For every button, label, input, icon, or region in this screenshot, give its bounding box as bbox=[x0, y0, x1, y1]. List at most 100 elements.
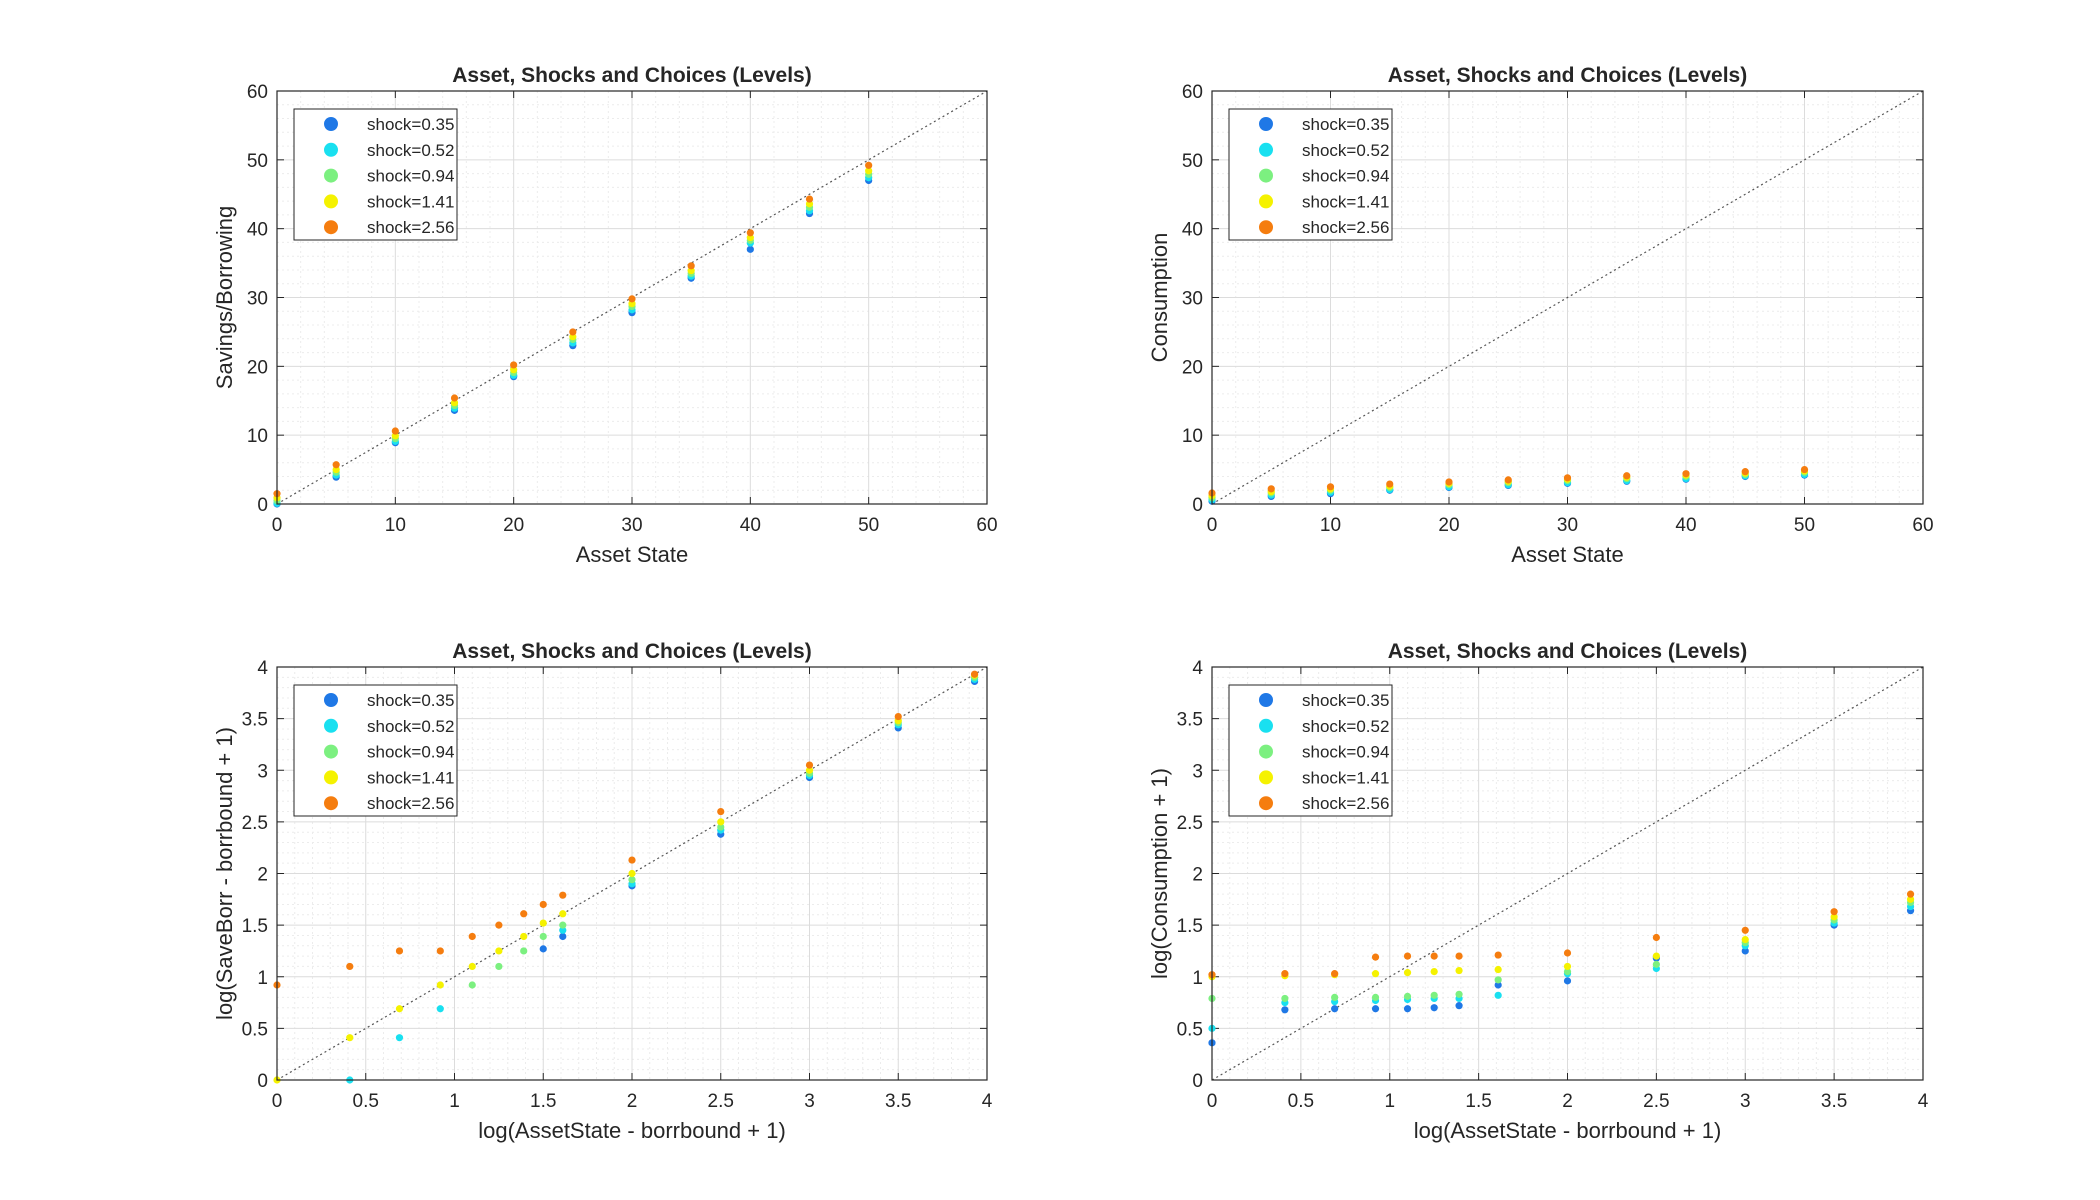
legend-marker bbox=[324, 117, 338, 131]
legend-marker bbox=[324, 796, 338, 811]
data-point bbox=[1326, 483, 1335, 491]
x-tick-label: 20 bbox=[1438, 515, 1459, 536]
data-point bbox=[450, 394, 459, 402]
y-tick-label: 1 bbox=[1192, 968, 1203, 989]
x-tick-label: 3 bbox=[804, 1091, 815, 1112]
data-point bbox=[1371, 953, 1380, 961]
y-tick-label: 3.5 bbox=[242, 710, 268, 731]
legend-marker bbox=[324, 220, 338, 235]
legend-marker bbox=[1259, 693, 1273, 707]
data-point bbox=[1281, 970, 1289, 978]
data-point bbox=[805, 761, 814, 769]
data-point bbox=[1741, 468, 1749, 476]
x-tick-label: 0 bbox=[272, 515, 283, 536]
legend-label: shock=0.94 bbox=[367, 167, 454, 186]
legend-marker bbox=[1259, 770, 1273, 785]
x-tick-label: 30 bbox=[1557, 515, 1578, 536]
x-tick-label: 10 bbox=[385, 515, 406, 536]
data-point bbox=[1494, 965, 1502, 974]
data-point bbox=[865, 167, 873, 175]
chart-panel-2: 00 10 10 20 20 30 30 40 40 50 50 60 60 Asset, Shocks … bbox=[1147, 64, 1934, 567]
legend-marker bbox=[1259, 168, 1273, 183]
x-tick-label: 30 bbox=[621, 515, 642, 536]
data-point bbox=[395, 947, 404, 955]
series-1 bbox=[1208, 907, 1915, 1047]
data-point bbox=[1331, 970, 1339, 978]
data-point bbox=[436, 947, 444, 955]
legend-label: shock=0.35 bbox=[1302, 115, 1389, 134]
y-tick-label: 60 bbox=[1182, 82, 1203, 103]
y-tick-label: 1 bbox=[257, 968, 268, 989]
x-tick-label: 40 bbox=[740, 515, 761, 536]
data-point bbox=[436, 981, 444, 989]
y-tick-label: 20 bbox=[1182, 357, 1203, 378]
chart-title: Asset, Shocks and Choices (Levels) bbox=[452, 64, 811, 87]
data-point bbox=[1331, 1005, 1339, 1013]
legend-label: shock=2.56 bbox=[1302, 794, 1389, 813]
legend-label: shock=0.52 bbox=[367, 717, 454, 736]
data-point bbox=[1455, 1002, 1463, 1010]
data-point bbox=[468, 932, 476, 941]
data-point bbox=[1652, 960, 1660, 968]
x-tick-label: 1.5 bbox=[1465, 1091, 1491, 1112]
data-point bbox=[1563, 962, 1572, 971]
y-axis-label: log(Consumption + 1) bbox=[1147, 768, 1172, 979]
data-point bbox=[1267, 485, 1275, 493]
series-5 bbox=[1208, 465, 1809, 497]
legend-marker bbox=[324, 168, 338, 183]
y-tick-label: 10 bbox=[1182, 426, 1203, 447]
x-tick-label: 60 bbox=[1912, 515, 1933, 536]
data-point bbox=[395, 1005, 404, 1013]
data-point bbox=[495, 962, 503, 971]
data-point bbox=[468, 962, 476, 971]
data-point bbox=[865, 161, 873, 169]
data-point bbox=[1563, 977, 1572, 985]
x-tick-label: 2.5 bbox=[1643, 1091, 1669, 1112]
data-point bbox=[1563, 967, 1572, 976]
data-point bbox=[628, 876, 636, 884]
data-point bbox=[495, 947, 503, 955]
y-tick-label: 1.5 bbox=[1177, 916, 1203, 937]
legend-marker bbox=[1259, 194, 1273, 209]
series-3 bbox=[1208, 898, 1915, 1003]
data-point bbox=[1741, 926, 1749, 934]
x-tick-label: 3.5 bbox=[885, 1091, 911, 1112]
y-tick-label: 2.5 bbox=[1177, 813, 1203, 834]
data-point bbox=[628, 869, 636, 878]
legend-marker bbox=[1259, 718, 1273, 733]
series-2 bbox=[1208, 470, 1809, 504]
data-point bbox=[495, 921, 503, 929]
axes-box bbox=[1211, 666, 1924, 1081]
data-point bbox=[628, 856, 636, 864]
data-point bbox=[1504, 476, 1512, 484]
y-axis-label: log(SaveBorr - borrbound + 1) bbox=[212, 727, 237, 1020]
data-point bbox=[1494, 976, 1502, 984]
x-tick-label: 4 bbox=[982, 1091, 993, 1112]
legend-box bbox=[1228, 684, 1393, 817]
data-point bbox=[1652, 952, 1660, 960]
axes-box bbox=[276, 90, 988, 505]
series-5 bbox=[1208, 890, 1915, 979]
y-tick-label: 2 bbox=[1192, 865, 1203, 886]
data-point bbox=[1830, 913, 1838, 921]
data-point bbox=[468, 981, 476, 989]
legend: shock=0.35 shock=0.52 shock=0.94 shock=1.41… bbox=[293, 108, 458, 241]
x-axis-label: log(AssetState - borrbound + 1) bbox=[478, 1118, 786, 1143]
legend-label: shock=1.41 bbox=[367, 192, 454, 211]
data-point bbox=[520, 947, 528, 955]
y-tick-label: 4 bbox=[257, 658, 268, 679]
y-tick-label: 3.5 bbox=[1177, 710, 1203, 731]
data-point bbox=[1371, 1005, 1380, 1013]
y-tick-label: 50 bbox=[1182, 151, 1203, 172]
y-tick-label: 0 bbox=[257, 495, 268, 516]
y-tick-label: 50 bbox=[247, 151, 268, 172]
legend-marker bbox=[1259, 142, 1273, 157]
data-point bbox=[346, 962, 354, 971]
legend-marker bbox=[324, 194, 338, 209]
legend-box bbox=[1228, 108, 1393, 241]
x-axis-label: Asset State bbox=[1511, 542, 1624, 567]
chart-title: Asset, Shocks and Choices (Levels) bbox=[452, 640, 811, 663]
data-point bbox=[1430, 952, 1438, 960]
data-point bbox=[1906, 890, 1915, 898]
legend: shock=0.35 shock=0.52 shock=0.94 shock=1.41… bbox=[293, 684, 458, 817]
